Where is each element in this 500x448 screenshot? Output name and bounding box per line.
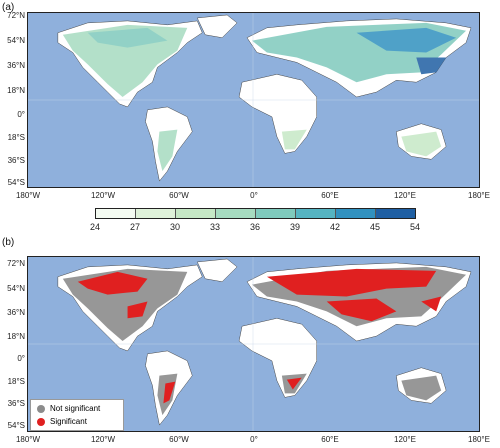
lon-label: 180°W	[15, 435, 41, 444]
lat-label: 54°S	[7, 421, 25, 430]
lat-label: 18°S	[7, 133, 25, 142]
colorbar-tick: 36	[249, 222, 261, 232]
lat-label: 36°N	[7, 308, 25, 317]
colorbar-segment	[376, 209, 415, 218]
red-dot-icon	[37, 417, 45, 426]
colorbar-tick: 39	[289, 222, 301, 232]
greenland-land	[196, 14, 238, 38]
colorbar-tick: 27	[129, 222, 141, 232]
lat-label: 36°S	[7, 399, 25, 408]
colorbar-segment	[336, 209, 376, 218]
legend-item-significant: Significant	[37, 417, 87, 426]
colorbar-segment	[176, 209, 216, 218]
lon-label: 180°E	[468, 191, 490, 200]
colorbar-segment	[296, 209, 336, 218]
lat-label: 72°N	[7, 259, 25, 268]
colorbar-tick: 30	[169, 222, 181, 232]
colorbar-tick: 54	[409, 222, 421, 232]
colorbar-segment	[216, 209, 256, 218]
lat-label: 0°	[17, 354, 25, 363]
legend-label: Not significant	[50, 404, 101, 413]
lat-label: 72°N	[7, 11, 25, 20]
panel-a-label: (a)	[2, 2, 15, 13]
lat-label: 36°N	[7, 61, 25, 70]
lon-label: 60°W	[169, 191, 189, 200]
colorbar-segment	[256, 209, 296, 218]
lat-label: 54°N	[7, 36, 25, 45]
lon-label: 120°W	[90, 191, 116, 200]
lon-label: 60°W	[169, 435, 189, 444]
colorbar	[95, 208, 416, 219]
panel-b-label: (b)	[2, 237, 15, 248]
lat-label: 54°S	[7, 178, 25, 187]
lon-label: 120°W	[90, 435, 116, 444]
colorbar-tick: 24	[89, 222, 101, 232]
colorbar-tick: 45	[369, 222, 381, 232]
lon-label: 120°E	[394, 191, 416, 200]
legend-item-not-significant: Not significant	[37, 404, 100, 413]
lon-label: 60°E	[321, 191, 339, 200]
lat-label: 18°S	[7, 377, 25, 386]
lon-label: 180°W	[15, 191, 41, 200]
lat-label: 36°S	[7, 156, 25, 165]
lat-label: 54°N	[7, 284, 25, 293]
lon-label: 0°	[250, 191, 258, 200]
africa-land	[238, 74, 317, 154]
lat-label: 18°N	[7, 332, 25, 341]
colorbar-segment	[136, 209, 176, 218]
lon-label: 0°	[250, 435, 258, 444]
map-legend: Not significant Significant	[30, 399, 124, 431]
colorbar-segment	[96, 209, 136, 218]
africa-land	[238, 318, 317, 398]
legend-label: Significant	[50, 417, 87, 426]
greenland-land	[196, 258, 238, 282]
lon-label: 180°E	[468, 435, 490, 444]
grey-dot-icon	[37, 404, 45, 413]
map-a	[27, 12, 480, 188]
colorbar-tick: 42	[329, 222, 341, 232]
lon-label: 60°E	[321, 435, 339, 444]
lat-label: 18°N	[7, 86, 25, 95]
lat-label: 0°	[17, 110, 25, 119]
lon-label: 120°E	[394, 435, 416, 444]
colorbar-tick: 33	[209, 222, 221, 232]
